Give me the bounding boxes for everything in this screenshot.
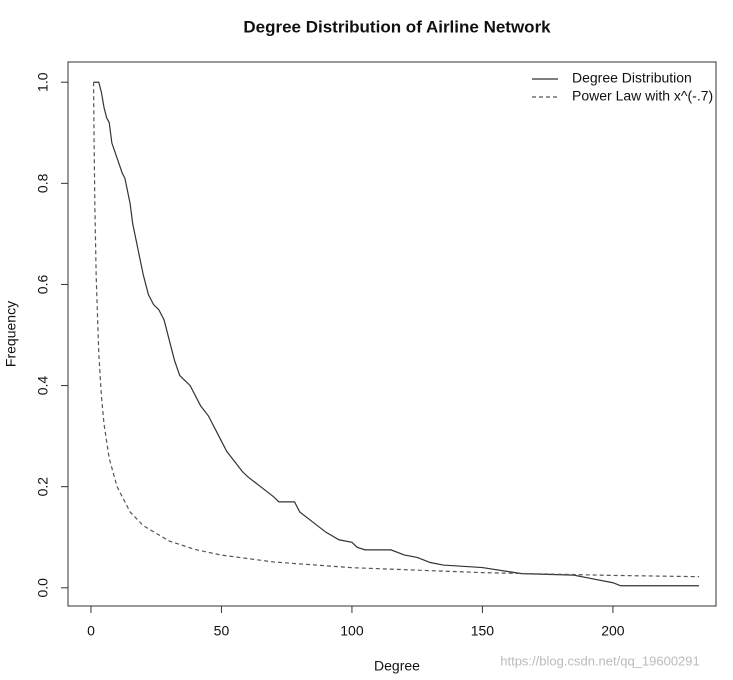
watermark: https://blog.csdn.net/qq_19600291: [500, 653, 700, 668]
y-tick-label: 0.0: [35, 578, 51, 598]
x-axis-label: Degree: [374, 658, 420, 674]
y-tick-label: 0.8: [35, 173, 51, 193]
legend-label: Power Law with x^(-.7): [572, 88, 713, 104]
y-tick-label: 0.4: [35, 376, 51, 396]
y-axis-label: Frequency: [3, 301, 19, 367]
x-tick-label: 50: [214, 623, 230, 639]
y-tick-label: 1.0: [35, 72, 51, 92]
data-line: [92, 82, 700, 578]
plot-box: [67, 61, 717, 607]
chart-title: Degree Distribution of Airline Network: [243, 17, 551, 36]
data-line: [93, 81, 700, 587]
x-tick-label: 0: [87, 623, 95, 639]
y-tick-label: 0.2: [35, 477, 51, 497]
x-tick-label: 200: [601, 623, 625, 639]
x-tick-label: 150: [471, 623, 495, 639]
y-tick-label: 0.6: [35, 275, 51, 295]
x-tick-label: 100: [340, 623, 364, 639]
legend-label: Degree Distribution: [572, 70, 692, 86]
